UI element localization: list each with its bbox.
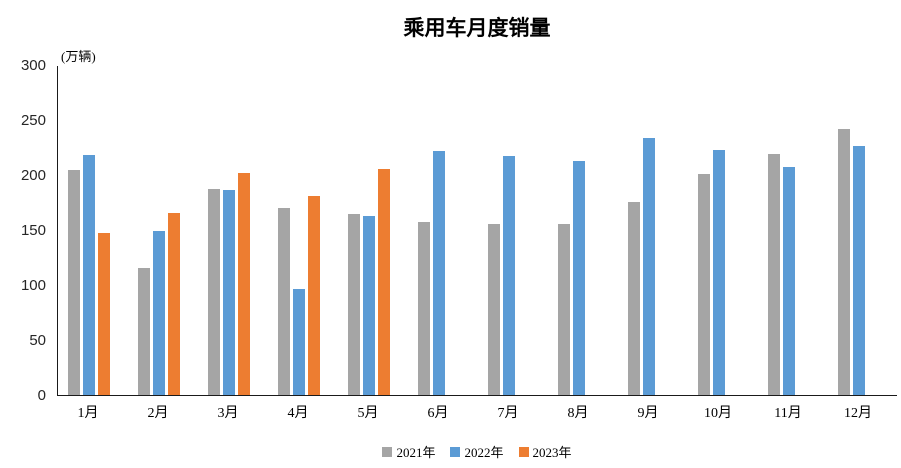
x-axis-label-2月: 2月 bbox=[147, 406, 169, 421]
x-axis-label-7月: 7月 bbox=[497, 406, 519, 421]
bar-2022年-9月 bbox=[643, 138, 655, 395]
bar-2023年-4月 bbox=[308, 195, 320, 395]
legend-swatch-icon bbox=[450, 446, 461, 457]
bar-2021年-9月 bbox=[628, 202, 640, 395]
bar-2021年-12月 bbox=[838, 128, 850, 395]
legend-label: 2022年 bbox=[464, 445, 504, 460]
bar-2021年-6月 bbox=[418, 222, 430, 395]
y-axis-tick-label: 100 bbox=[20, 277, 46, 294]
bar-2022年-2月 bbox=[153, 231, 165, 395]
bar-2023年-2月 bbox=[168, 213, 180, 395]
x-axis-label-1月: 1月 bbox=[77, 406, 99, 421]
bar-2021年-8月 bbox=[558, 224, 570, 395]
y-axis-tick-label: 200 bbox=[20, 167, 46, 184]
y-axis-tick-label: 50 bbox=[29, 332, 46, 349]
bar-2021年-7月 bbox=[488, 224, 500, 395]
bar-2022年-4月 bbox=[293, 288, 305, 395]
legend-label: 2023年 bbox=[532, 445, 572, 460]
bar-2021年-4月 bbox=[278, 207, 290, 395]
x-axis-label-12月: 12月 bbox=[844, 406, 872, 421]
bar-2022年-10月 bbox=[713, 149, 725, 395]
bar-2021年-2月 bbox=[138, 267, 150, 395]
legend-item-2022年: 2022年 bbox=[450, 442, 504, 461]
x-axis-label-5月: 5月 bbox=[357, 406, 379, 421]
bar-2021年-3月 bbox=[208, 188, 220, 395]
x-axis-label-11月: 11月 bbox=[774, 406, 802, 421]
bar-2022年-12月 bbox=[853, 146, 865, 395]
x-axis-label-6月: 6月 bbox=[427, 406, 449, 421]
legend-swatch-icon bbox=[518, 446, 529, 457]
y-axis-unit-label: (万辆) bbox=[61, 49, 96, 64]
legend-swatch-icon bbox=[382, 446, 393, 457]
bar-2022年-7月 bbox=[503, 155, 515, 395]
y-axis-tick-label: 150 bbox=[20, 222, 46, 239]
chart-title: 乘用车月度销量 bbox=[403, 16, 551, 40]
plot-area bbox=[57, 66, 897, 396]
bar-2021年-5月 bbox=[348, 213, 360, 395]
bar-2023年-3月 bbox=[238, 173, 250, 395]
x-axis-label-8月: 8月 bbox=[567, 406, 589, 421]
y-axis-tick-label: 0 bbox=[37, 387, 46, 404]
x-axis-label-4月: 4月 bbox=[287, 406, 309, 421]
y-axis-tick-label: 300 bbox=[20, 57, 46, 74]
bar-2021年-10月 bbox=[698, 174, 710, 395]
x-axis-label-9月: 9月 bbox=[637, 406, 659, 421]
legend-label: 2021年 bbox=[396, 445, 436, 460]
bar-2022年-8月 bbox=[573, 161, 585, 395]
legend: 2021年 2022年 2023年 bbox=[57, 442, 897, 461]
bar-2022年-6月 bbox=[433, 150, 445, 395]
bar-2023年-5月 bbox=[378, 169, 390, 395]
bar-2022年-3月 bbox=[223, 189, 235, 395]
bar-2021年-1月 bbox=[68, 170, 80, 395]
legend-item-2023年: 2023年 bbox=[518, 442, 572, 461]
bar-2023年-1月 bbox=[98, 233, 110, 395]
x-axis-label-10月: 10月 bbox=[704, 406, 732, 421]
bar-2022年-5月 bbox=[363, 216, 375, 395]
x-axis-label-3月: 3月 bbox=[217, 406, 239, 421]
legend-item-2021年: 2021年 bbox=[382, 442, 435, 461]
bar-2021年-11月 bbox=[768, 153, 780, 395]
y-axis-tick-label: 250 bbox=[20, 112, 46, 129]
bar-2022年-11月 bbox=[783, 166, 795, 395]
bar-2022年-1月 bbox=[83, 154, 95, 395]
